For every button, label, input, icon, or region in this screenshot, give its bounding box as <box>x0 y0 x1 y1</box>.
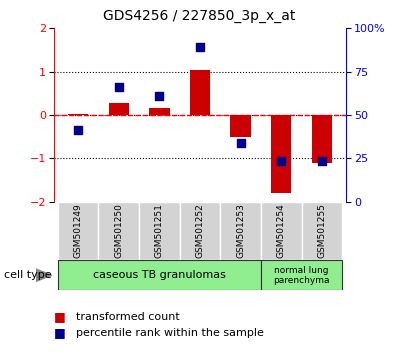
Text: percentile rank within the sample: percentile rank within the sample <box>76 328 263 338</box>
Point <box>238 141 244 146</box>
Bar <box>230 115 251 137</box>
Text: GSM501250: GSM501250 <box>114 204 123 258</box>
Point <box>319 158 325 164</box>
Bar <box>149 108 170 115</box>
Point <box>75 127 81 133</box>
Text: caseous TB granulomas: caseous TB granulomas <box>93 270 226 280</box>
Text: ■: ■ <box>54 326 66 339</box>
Bar <box>312 115 332 163</box>
Point <box>156 93 162 98</box>
Point <box>278 158 285 164</box>
Text: GSM501254: GSM501254 <box>277 204 286 258</box>
Text: GSM501255: GSM501255 <box>317 204 326 258</box>
Bar <box>271 115 291 193</box>
Polygon shape <box>36 269 52 281</box>
Point <box>115 84 122 90</box>
Bar <box>220 202 261 260</box>
Text: GDS4256 / 227850_3p_x_at: GDS4256 / 227850_3p_x_at <box>103 9 295 23</box>
Bar <box>179 202 220 260</box>
Text: cell type: cell type <box>4 270 52 280</box>
Bar <box>261 260 342 290</box>
Text: GSM501252: GSM501252 <box>195 204 205 258</box>
Bar <box>261 202 302 260</box>
Bar <box>190 69 210 115</box>
Bar <box>109 103 129 115</box>
Text: GSM501251: GSM501251 <box>155 204 164 258</box>
Bar <box>139 202 179 260</box>
Text: transformed count: transformed count <box>76 312 179 322</box>
Bar <box>58 202 98 260</box>
Bar <box>98 202 139 260</box>
Point <box>197 44 203 49</box>
Bar <box>302 202 342 260</box>
Text: GSM501249: GSM501249 <box>74 204 83 258</box>
Bar <box>58 260 261 290</box>
Text: GSM501253: GSM501253 <box>236 204 245 258</box>
Text: ■: ■ <box>54 310 66 323</box>
Bar <box>68 114 88 115</box>
Text: normal lung
parenchyma: normal lung parenchyma <box>273 266 330 285</box>
